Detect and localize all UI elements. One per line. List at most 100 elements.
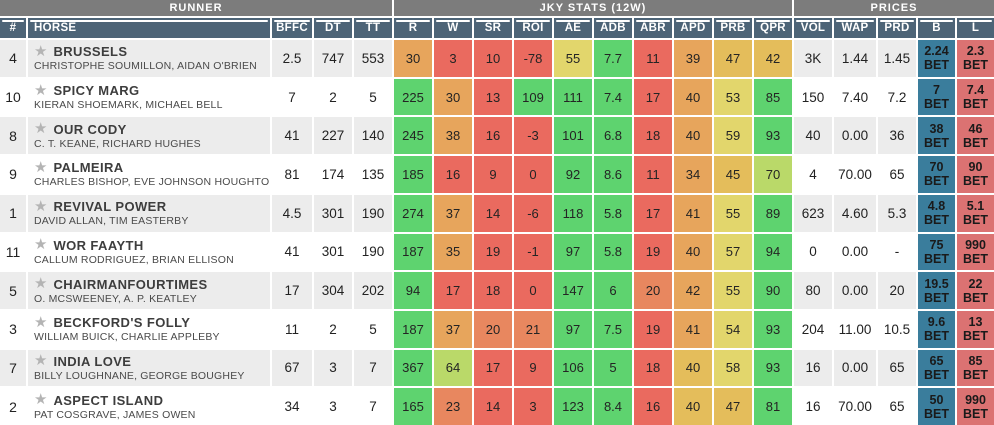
favorite-star-icon[interactable]: ★	[34, 313, 48, 331]
stat-w: 16	[434, 156, 472, 193]
lay-bet-button[interactable]: 46 BET	[957, 117, 994, 155]
lay-bet-button[interactable]: 990 BET	[957, 233, 994, 271]
horse-cell[interactable]: ★ SPICY MARG KIERAN SHOEMARK, MICHAEL BE…	[28, 78, 270, 116]
stat-adb: 6	[594, 272, 632, 309]
col-header-dt[interactable]: DT	[314, 18, 352, 38]
col-header-abr[interactable]: ABR	[634, 18, 672, 38]
favorite-star-icon[interactable]: ★	[34, 42, 48, 60]
back-bet-button[interactable]: 50 BET	[918, 388, 955, 425]
back-bet-button[interactable]: 75 BET	[918, 233, 955, 271]
dt-value: 301	[314, 194, 352, 232]
horse-cell[interactable]: ★ OUR CODY C. T. KEANE, RICHARD HUGHES	[28, 117, 270, 155]
favorite-star-icon[interactable]: ★	[34, 391, 48, 409]
stat-apd: 41	[674, 194, 712, 232]
prd-value: -	[878, 233, 916, 271]
stat-w: 23	[434, 388, 472, 425]
lay-bet-button[interactable]: 2.3 BET	[957, 40, 994, 77]
favorite-star-icon[interactable]: ★	[34, 120, 48, 138]
dt-value: 747	[314, 40, 352, 77]
stat-qpr: 70	[754, 156, 792, 193]
vol-value: 16	[794, 388, 832, 425]
stat-ae: 106	[554, 349, 592, 387]
stat-roi: 9	[514, 349, 552, 387]
stat-sr: 14	[474, 388, 512, 425]
horse-cell[interactable]: ★ REVIVAL POWER DAVID ALLAN, TIM EASTERB…	[28, 194, 270, 232]
stat-ae: 147	[554, 272, 592, 309]
col-header-sr[interactable]: SR	[474, 18, 512, 38]
horse-cell[interactable]: ★ CHAIRMANFOURTIMES O. MCSWEENEY, A. P. …	[28, 272, 270, 309]
back-price: 65	[929, 353, 944, 368]
lay-bet-button[interactable]: 13 BET	[957, 310, 994, 348]
col-header-adb[interactable]: ADB	[594, 18, 632, 38]
horse-name: CHAIRMANFOURTIMES	[53, 276, 208, 292]
favorite-star-icon[interactable]: ★	[34, 236, 48, 254]
wap-value: 70.00	[834, 388, 876, 425]
bffc-value: 4.5	[272, 194, 312, 232]
prd-value: 65	[878, 388, 916, 425]
wap-value: 4.60	[834, 194, 876, 232]
stat-prb: 55	[714, 194, 752, 232]
col-header-tt[interactable]: TT	[354, 18, 392, 38]
col-header-vol[interactable]: VOL	[794, 18, 832, 38]
col-header-number[interactable]: #	[0, 18, 26, 38]
col-header-prd[interactable]: PRD	[878, 18, 916, 38]
favorite-star-icon[interactable]: ★	[34, 275, 48, 293]
lay-bet-button[interactable]: 990 BET	[957, 388, 994, 425]
col-header-apd[interactable]: APD	[674, 18, 712, 38]
favorite-star-icon[interactable]: ★	[34, 352, 48, 370]
stat-r: 245	[394, 117, 432, 155]
horse-name: REVIVAL POWER	[53, 199, 167, 215]
horse-cell[interactable]: ★ WOR FAAYTH CALLUM RODRIGUEZ, BRIAN ELL…	[28, 233, 270, 271]
back-bet-button[interactable]: 38 BET	[918, 117, 955, 155]
horse-cell[interactable]: ★ INDIA LOVE BILLY LOUGHNANE, GEORGE BOU…	[28, 349, 270, 387]
back-bet-button[interactable]: 65 BET	[918, 349, 955, 387]
back-bet-button[interactable]: 70 BET	[918, 156, 955, 193]
back-bet-button[interactable]: 7 BET	[918, 78, 955, 116]
col-header-lay[interactable]: L	[957, 18, 994, 38]
stat-roi: -6	[514, 194, 552, 232]
favorite-star-icon[interactable]: ★	[34, 81, 48, 99]
col-header-r[interactable]: R	[394, 18, 432, 38]
back-price: 7	[933, 83, 940, 98]
wap-value: 0.00	[834, 117, 876, 155]
stat-prb: 58	[714, 349, 752, 387]
lay-bet-button[interactable]: 85 BET	[957, 349, 994, 387]
col-header-qpr[interactable]: QPR	[754, 18, 792, 38]
col-header-w[interactable]: W	[434, 18, 472, 38]
stat-adb: 8.6	[594, 156, 632, 193]
lay-bet-button[interactable]: 90 BET	[957, 156, 994, 193]
back-bet-button[interactable]: 4.8 BET	[918, 194, 955, 232]
lay-bet-button[interactable]: 5.1 BET	[957, 194, 994, 232]
favorite-star-icon[interactable]: ★	[34, 158, 48, 176]
horse-cell[interactable]: ★ BRUSSELS CHRISTOPHE SOUMILLON, AIDAN O…	[28, 40, 270, 77]
horse-cell[interactable]: ★ ASPECT ISLAND PAT COSGRAVE, JAMES OWEN	[28, 388, 270, 425]
vol-value: 623	[794, 194, 832, 232]
dt-value: 3	[314, 349, 352, 387]
col-header-prb[interactable]: PRB	[714, 18, 752, 38]
horse-cell[interactable]: ★ BECKFORD'S FOLLY WILLIAM BUICK, CHARLI…	[28, 310, 270, 348]
col-header-roi[interactable]: ROI	[514, 18, 552, 38]
back-bet-button[interactable]: 19.5 BET	[918, 272, 955, 309]
back-bet-button[interactable]: 2.24 BET	[918, 40, 955, 77]
tt-value: 190	[354, 194, 392, 232]
bffc-value: 41	[272, 117, 312, 155]
lay-bet-button[interactable]: 22 BET	[957, 272, 994, 309]
lay-bet-label: BET	[963, 406, 988, 421]
stat-w: 17	[434, 272, 472, 309]
lay-bet-button[interactable]: 7.4 BET	[957, 78, 994, 116]
stat-roi: -1	[514, 233, 552, 271]
col-header-back[interactable]: B	[918, 18, 955, 38]
prd-value: 1.45	[878, 40, 916, 77]
col-header-horse[interactable]: HORSE	[28, 18, 270, 38]
stat-sr: 18	[474, 272, 512, 309]
horse-cell[interactable]: ★ PALMEIRA CHARLES BISHOP, EVE JOHNSON H…	[28, 156, 270, 193]
col-header-bffc[interactable]: BFFC	[272, 18, 312, 38]
col-header-wap[interactable]: WAP	[834, 18, 876, 38]
stat-sr: 20	[474, 310, 512, 348]
favorite-star-icon[interactable]: ★	[34, 197, 48, 215]
runner-number: 9	[0, 156, 26, 193]
lay-bet-label: BET	[963, 213, 988, 228]
stat-roi: 21	[514, 310, 552, 348]
col-header-ae[interactable]: AE	[554, 18, 592, 38]
back-bet-button[interactable]: 9.6 BET	[918, 310, 955, 348]
